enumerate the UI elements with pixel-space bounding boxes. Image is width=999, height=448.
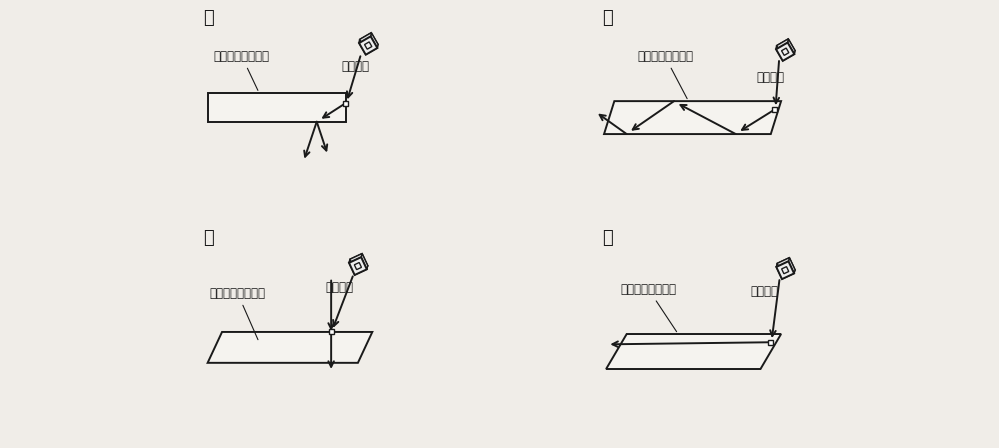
Polygon shape [783,51,795,61]
Polygon shape [359,39,367,55]
Polygon shape [606,334,781,369]
Text: 光源装置: 光源装置 [325,281,353,294]
Polygon shape [776,263,783,279]
Polygon shape [776,43,794,61]
Polygon shape [349,259,356,275]
Polygon shape [768,340,773,345]
Polygon shape [776,46,783,61]
Text: 光源装置: 光源装置 [750,285,778,298]
Polygon shape [776,39,788,49]
Text: 光源装置: 光源装置 [756,70,784,83]
Polygon shape [329,329,334,334]
Polygon shape [776,39,795,57]
Polygon shape [787,39,795,54]
Text: イ: イ [602,9,612,27]
Text: ガラス製の四角柱: ガラス製の四角柱 [214,50,270,90]
Polygon shape [359,36,378,55]
Polygon shape [362,254,368,269]
Text: 光源装置: 光源装置 [342,60,370,73]
Text: ガラス製の四角柱: ガラス製の四角柱 [637,50,693,99]
Polygon shape [208,93,346,122]
Polygon shape [349,254,362,263]
Polygon shape [350,254,368,271]
Polygon shape [788,258,795,273]
Polygon shape [349,257,367,275]
Polygon shape [208,332,373,363]
Text: ウ: ウ [204,229,214,247]
Polygon shape [776,261,794,279]
Polygon shape [343,101,348,106]
Text: ア: ア [204,9,214,27]
Polygon shape [776,258,789,267]
Text: ガラス製の四角柱: ガラス製の四角柱 [210,287,266,340]
Text: エ: エ [602,229,612,247]
Polygon shape [360,33,378,51]
Polygon shape [366,44,378,55]
Polygon shape [772,107,777,112]
Polygon shape [777,258,795,276]
Polygon shape [782,270,795,279]
Polygon shape [355,266,368,275]
Text: ガラス製の四角柱: ガラス製の四角柱 [620,283,676,332]
Polygon shape [604,101,781,134]
Polygon shape [359,33,372,43]
Polygon shape [371,33,378,48]
